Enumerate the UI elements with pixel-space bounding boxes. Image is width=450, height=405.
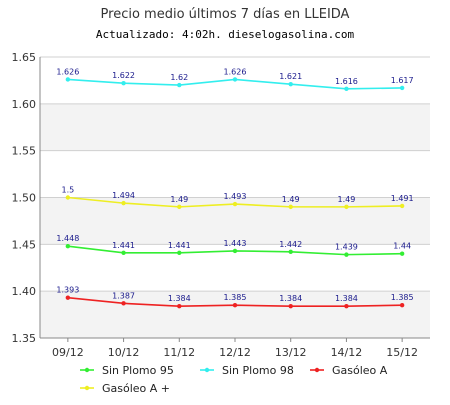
legend: Sin Plomo 95 Sin Plomo 98 Gasóleo A Gasóleo… xyxy=(80,364,388,395)
data-label: 1.387 xyxy=(112,291,135,300)
legend-label: Sin Plomo 95 xyxy=(102,364,174,377)
x-axis-ticks: 09/12 10/12 11/12 12/12 13/12 14/12 15/12 xyxy=(52,338,418,359)
legend-item: Gasóleo A xyxy=(310,364,388,377)
legend-swatch-marker xyxy=(84,385,90,391)
data-point xyxy=(177,204,182,210)
data-point xyxy=(399,203,405,209)
data-point xyxy=(65,244,71,249)
data-label: 1.617 xyxy=(391,76,414,85)
data-label: 1.626 xyxy=(56,67,79,76)
chart-title: Precio medio últimos 7 días en LLEIDA xyxy=(101,7,350,22)
data-label: 1.448 xyxy=(56,234,79,243)
y-tick-label: 1.40 xyxy=(12,285,37,298)
data-point xyxy=(121,81,126,86)
series-3: 1.5 1.494 1.49 1.493 1.49 1.49 1.491 xyxy=(61,186,414,210)
data-point xyxy=(344,86,349,92)
x-tick-label: 09/12 xyxy=(52,346,84,359)
data-label: 1.62 xyxy=(170,73,188,82)
data-label: 1.49 xyxy=(282,195,300,204)
data-point xyxy=(65,295,71,300)
data-label: 1.439 xyxy=(335,243,358,252)
data-point xyxy=(65,77,71,82)
legend-label: Gasóleo A + xyxy=(102,382,170,395)
legend-label: Gasóleo A xyxy=(332,364,388,377)
legend-label: Sin Plomo 98 xyxy=(222,364,294,377)
legend-swatch-marker xyxy=(314,367,320,373)
data-point xyxy=(288,81,293,87)
x-tick-label: 13/12 xyxy=(275,346,307,359)
y-tick-label: 1.65 xyxy=(12,51,37,64)
data-point xyxy=(121,250,126,255)
data-label: 1.49 xyxy=(338,195,356,204)
grid-band xyxy=(40,291,430,338)
data-label: 1.385 xyxy=(224,293,247,302)
y-axis-ticks: 1.35 1.40 1.45 1.50 1.55 1.60 1.65 xyxy=(12,51,37,345)
data-point xyxy=(232,303,238,308)
data-label: 1.44 xyxy=(393,242,411,251)
data-point xyxy=(344,204,349,210)
data-point xyxy=(177,303,182,309)
data-label: 1.621 xyxy=(279,72,302,81)
data-label: 1.443 xyxy=(224,239,247,248)
x-tick-label: 10/12 xyxy=(108,346,140,359)
y-tick-label: 1.55 xyxy=(12,145,37,158)
data-point xyxy=(232,77,238,82)
data-label: 1.49 xyxy=(170,195,188,204)
series-1: 1.626 1.622 1.62 1.626 1.621 1.616 1.617 xyxy=(56,67,414,92)
data-point xyxy=(232,248,238,254)
data-point xyxy=(399,303,405,308)
data-point xyxy=(399,85,405,91)
legend-item: Sin Plomo 98 xyxy=(200,364,294,377)
series-2: 1.393 1.387 1.384 1.385 1.384 1.384 1.385 xyxy=(56,286,414,309)
data-point xyxy=(65,195,71,200)
x-tick-label: 14/12 xyxy=(331,346,363,359)
x-tick-label: 11/12 xyxy=(163,346,195,359)
data-label: 1.626 xyxy=(224,67,247,76)
data-point xyxy=(177,82,182,88)
data-label: 1.393 xyxy=(56,286,79,295)
data-label: 1.384 xyxy=(279,294,302,303)
y-tick-label: 1.50 xyxy=(12,192,37,205)
legend-item: Sin Plomo 95 xyxy=(80,364,174,377)
data-point xyxy=(288,249,293,255)
data-label: 1.616 xyxy=(335,77,358,86)
data-point xyxy=(344,303,349,309)
data-label: 1.441 xyxy=(112,241,135,250)
y-tick-label: 1.60 xyxy=(12,98,37,111)
data-label: 1.384 xyxy=(335,294,358,303)
data-label: 1.442 xyxy=(279,240,302,249)
legend-swatch-marker xyxy=(204,367,210,373)
data-point xyxy=(344,252,349,257)
x-tick-label: 12/12 xyxy=(219,346,251,359)
series-0: 1.448 1.441 1.441 1.443 1.442 1.439 1.44 xyxy=(56,234,411,257)
data-label: 1.385 xyxy=(391,293,414,302)
data-label: 1.384 xyxy=(168,294,191,303)
legend-swatch-marker xyxy=(84,367,90,373)
chart-subtitle: Actualizado: 4:02h. dieselogasolina.com xyxy=(96,28,355,41)
data-point xyxy=(399,251,405,256)
data-label: 1.491 xyxy=(391,194,414,203)
x-tick-label: 15/12 xyxy=(386,346,418,359)
data-label: 1.493 xyxy=(224,192,247,201)
data-point xyxy=(177,250,182,255)
y-tick-label: 1.35 xyxy=(12,332,37,345)
legend-item: Gasóleo A + xyxy=(80,382,170,395)
grid-band xyxy=(40,103,430,151)
data-label: 1.441 xyxy=(168,241,191,250)
data-label: 1.622 xyxy=(112,71,135,80)
data-point xyxy=(232,201,238,207)
data-label: 1.5 xyxy=(61,186,74,195)
y-tick-label: 1.45 xyxy=(12,238,37,251)
data-point xyxy=(121,301,126,306)
data-label: 1.494 xyxy=(112,191,135,200)
data-point xyxy=(288,303,293,309)
data-point xyxy=(121,200,126,206)
data-point xyxy=(288,204,293,210)
